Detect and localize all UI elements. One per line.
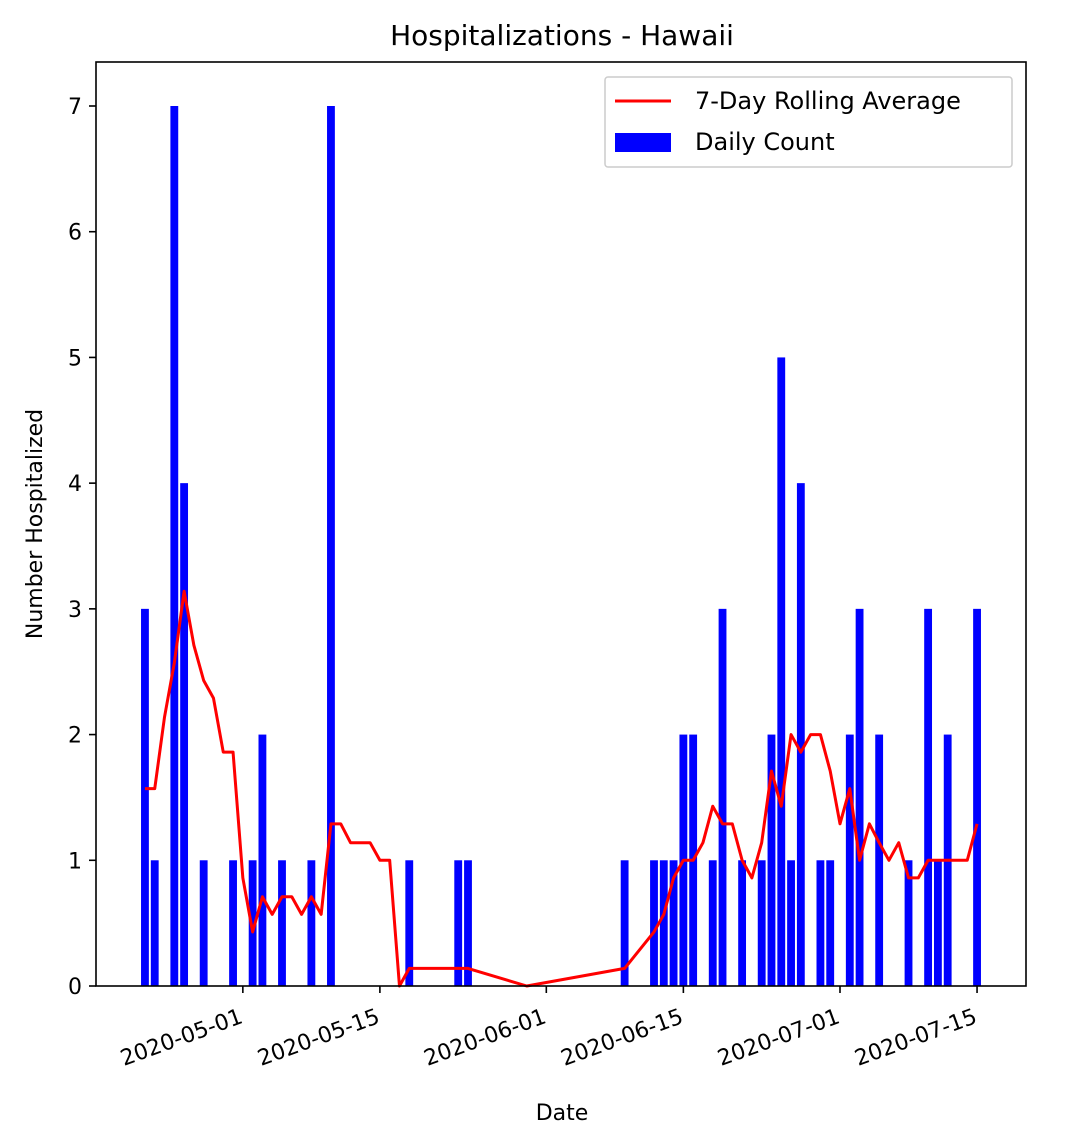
- y-tick-label: 2: [68, 724, 82, 749]
- bar: [327, 106, 335, 986]
- bar: [464, 860, 472, 986]
- y-axis-ticks: 0 1 2 3 4 5 6 7: [68, 95, 96, 1000]
- bar: [855, 608, 864, 986]
- daily-count-bars: [141, 106, 981, 986]
- bar: [278, 860, 286, 986]
- y-tick-label: 6: [68, 221, 82, 246]
- y-tick-label: 5: [68, 346, 82, 371]
- bar: [659, 860, 668, 986]
- bar: [777, 357, 786, 986]
- legend-label-daily-count: Daily Count: [695, 128, 835, 156]
- bar: [199, 860, 208, 986]
- bar: [307, 860, 316, 986]
- bar: [248, 860, 257, 986]
- chart-title: Hospitalizations - Hawaii: [390, 19, 734, 52]
- legend-label-rolling-average: 7-Day Rolling Average: [695, 87, 961, 115]
- y-tick-label: 3: [68, 598, 82, 623]
- bar: [180, 483, 189, 986]
- bar: [620, 860, 629, 986]
- bar: [738, 860, 747, 986]
- bar: [796, 483, 805, 986]
- bar: [933, 860, 942, 986]
- bar: [845, 734, 854, 986]
- bar: [718, 608, 727, 986]
- bar: [826, 860, 835, 986]
- bar: [669, 860, 678, 986]
- bar: [454, 860, 463, 986]
- bar: [973, 608, 981, 986]
- y-tick-label: 0: [68, 975, 82, 1000]
- y-tick-label: 7: [68, 95, 82, 120]
- y-axis-label: Number Hospitalized: [23, 409, 48, 639]
- legend-bar-swatch: [615, 133, 671, 152]
- rolling-average-layer: [144, 589, 979, 988]
- bar: [816, 860, 825, 986]
- y-tick-label: 1: [68, 849, 82, 874]
- bar: [767, 734, 776, 986]
- bar: [708, 860, 717, 986]
- x-axis-label: Date: [536, 1101, 589, 1126]
- legend-box: [604, 76, 1013, 168]
- bar: [170, 106, 179, 986]
- bar: [141, 608, 149, 986]
- plot-area-frame: [95, 61, 1027, 987]
- bar: [650, 860, 658, 986]
- legend: 7-Day Rolling Average Daily Count: [604, 76, 1013, 168]
- bar: [258, 734, 267, 986]
- bar: [229, 860, 237, 986]
- y-tick-label: 4: [68, 472, 82, 497]
- bar: [904, 860, 913, 986]
- rolling-average-line: [144, 589, 979, 988]
- bar: [924, 608, 933, 986]
- bar: [787, 860, 795, 986]
- bar: [875, 734, 884, 986]
- bar: [405, 860, 414, 986]
- bar: [757, 860, 766, 986]
- bar: [150, 860, 159, 986]
